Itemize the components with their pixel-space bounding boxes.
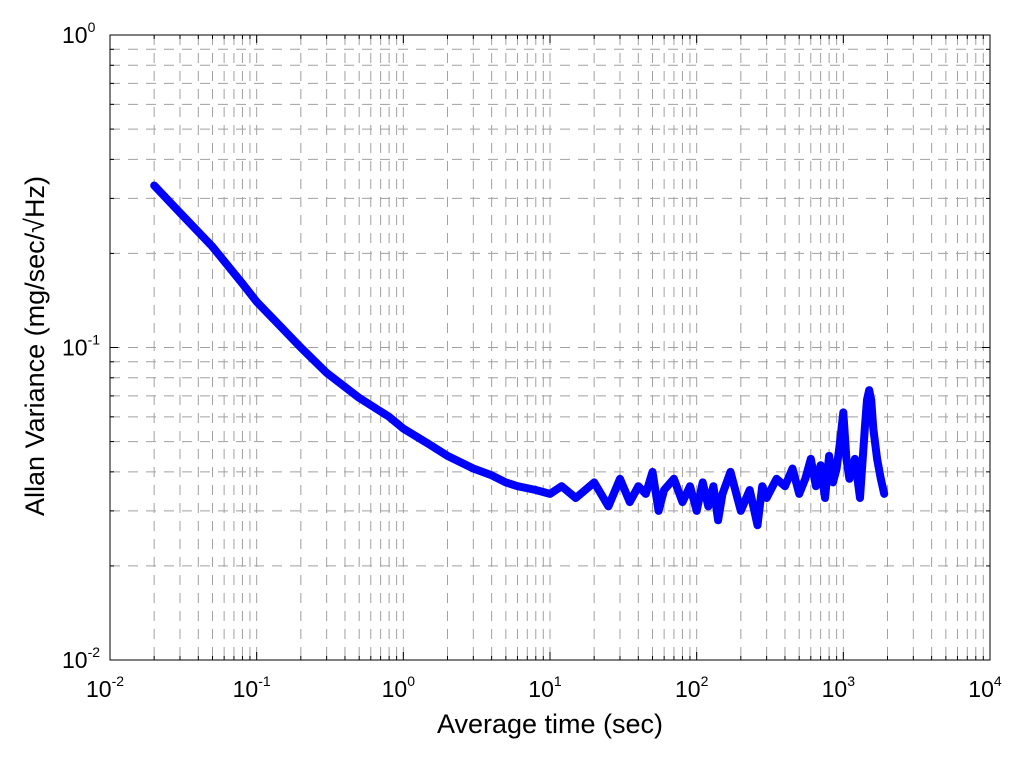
y-tick-labels: 10-2 10-1 100 (62, 19, 100, 673)
y-tick-label: 10-2 (62, 644, 100, 673)
x-tick-label: 103 (822, 673, 856, 702)
x-tick-label: 100 (382, 673, 416, 702)
grid (110, 35, 990, 660)
x-tick-label: 10-2 (86, 673, 124, 702)
y-tick-label: 100 (62, 19, 96, 48)
axis-ticks (109, 34, 991, 661)
x-tick-labels: 10-2 10-1 100 101 102 103 104 (86, 673, 1002, 702)
x-tick-label: 101 (528, 673, 562, 702)
x-tick-label: 10-1 (233, 673, 271, 702)
x-tick-label: 102 (675, 673, 709, 702)
x-axis-label: Average time (sec) (437, 709, 663, 739)
y-tick-label: 10-1 (62, 332, 100, 361)
y-axis-label: Allan Variance (mg/sec/√Hz) (20, 176, 50, 516)
series-line (150, 181, 889, 530)
x-tick-label: 104 (968, 673, 1002, 702)
